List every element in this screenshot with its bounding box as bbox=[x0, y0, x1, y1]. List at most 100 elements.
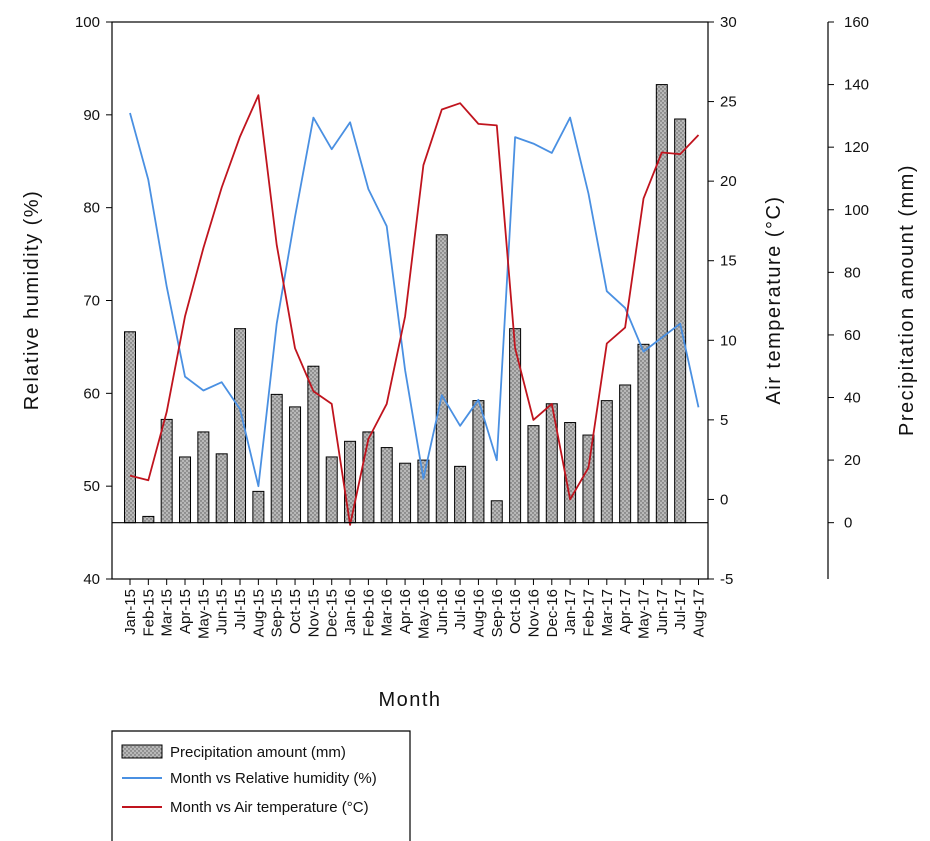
temperature-line bbox=[129, 94, 700, 526]
temperature-tick-label: 25 bbox=[720, 94, 737, 111]
month-tick-label: Mar-17 bbox=[599, 589, 616, 637]
precipitation-bar bbox=[215, 453, 228, 524]
temperature-tick-label: 30 bbox=[720, 14, 737, 31]
legend-label-precipitation: Precipitation amount (mm) bbox=[170, 744, 346, 761]
humidity-tick-label: 70 bbox=[83, 293, 100, 310]
legend-label-humidity: Month vs Relative humidity (%) bbox=[170, 770, 377, 787]
humidity-tick-label: 60 bbox=[83, 385, 100, 402]
month-tick-label: Apr-15 bbox=[177, 589, 194, 634]
humidity-tick-label: 50 bbox=[83, 478, 100, 495]
precipitation-tick-label: 40 bbox=[844, 390, 861, 407]
month-tick-label: Aug-17 bbox=[691, 589, 708, 637]
month-tick-label: Jul-17 bbox=[672, 589, 689, 630]
precipitation-bar bbox=[417, 459, 430, 524]
month-tick-label: Aug-16 bbox=[470, 589, 487, 637]
temperature-tick-label: 20 bbox=[720, 173, 737, 190]
precipitation-bar bbox=[270, 393, 283, 524]
temperature-tick-label: 0 bbox=[720, 491, 728, 508]
month-axis-ticks: Jan-15 Feb-15 Mar-15 Apr-15 May-15 Jun-15 Jul-… bbox=[122, 579, 708, 639]
precipitation-bars bbox=[124, 84, 687, 524]
precipitation-bar bbox=[619, 384, 632, 524]
precipitation-bar bbox=[197, 431, 210, 524]
precipitation-bar bbox=[527, 425, 540, 524]
legend: Precipitation amount (mm) Month vs Relat… bbox=[111, 730, 411, 841]
precipitation-tick-label: 120 bbox=[844, 139, 869, 156]
x-axis-title: Month bbox=[378, 689, 441, 711]
month-tick-label: Jul-15 bbox=[232, 589, 249, 630]
month-tick-label: Apr-17 bbox=[617, 589, 634, 634]
month-tick-label: May-17 bbox=[636, 589, 653, 639]
precipitation-bar bbox=[674, 118, 687, 524]
humidity-tick-label: 40 bbox=[83, 571, 100, 588]
month-tick-label: Mar-16 bbox=[379, 589, 396, 637]
precipitation-tick-label: 80 bbox=[844, 264, 861, 281]
legend-label-temperature: Month vs Air temperature (°C) bbox=[170, 799, 369, 816]
precipitation-bar bbox=[252, 490, 265, 524]
month-tick-label: Jan-16 bbox=[342, 589, 359, 635]
humidity-line bbox=[129, 112, 700, 488]
precipitation-tick-label: 20 bbox=[844, 452, 861, 469]
humidity-axis-ticks: 40 50 60 70 80 90 100 bbox=[75, 14, 112, 588]
month-tick-label: Dec-16 bbox=[544, 589, 561, 637]
month-tick-label: Nov-15 bbox=[305, 589, 322, 637]
line-series bbox=[129, 94, 700, 526]
precipitation-bar bbox=[637, 343, 650, 524]
legend-box bbox=[111, 730, 411, 841]
precipitation-axis-ticks: 0 20 40 60 80 100 120 140 160 bbox=[828, 14, 869, 532]
month-tick-label: May-15 bbox=[195, 589, 212, 639]
precipitation-bar bbox=[362, 431, 375, 524]
temperature-tick-label: -5 bbox=[720, 571, 733, 588]
month-tick-label: Jun-17 bbox=[654, 589, 671, 635]
precipitation-tick-label: 160 bbox=[844, 14, 869, 31]
precipitation-bar bbox=[509, 328, 522, 524]
precipitation-bar bbox=[179, 456, 192, 524]
precipitation-bar bbox=[454, 465, 467, 524]
month-tick-label: Oct-16 bbox=[507, 589, 524, 634]
precipitation-bar bbox=[325, 456, 338, 524]
temperature-tick-label: 10 bbox=[720, 332, 737, 349]
precipitation-tick-label: 100 bbox=[844, 202, 869, 219]
month-tick-label: Aug-15 bbox=[250, 589, 267, 637]
legend-swatch-precipitation bbox=[121, 744, 163, 759]
month-tick-label: Jan-15 bbox=[122, 589, 139, 635]
precipitation-bar bbox=[472, 400, 485, 524]
precipitation-bar bbox=[380, 447, 393, 524]
precipitation-bar bbox=[490, 500, 503, 524]
temperature-axis-title: Air temperature (°C) bbox=[763, 195, 785, 404]
month-tick-label: Nov-16 bbox=[525, 589, 542, 637]
month-tick-label: Jun-15 bbox=[214, 589, 231, 635]
month-tick-label: Oct-15 bbox=[287, 589, 304, 634]
precipitation-tick-label: 60 bbox=[844, 327, 861, 344]
month-tick-label: Jun-16 bbox=[434, 589, 451, 635]
precipitation-bar bbox=[289, 406, 302, 524]
temperature-axis-ticks: -5 0 5 10 15 20 25 30 bbox=[708, 14, 737, 588]
humidity-axis-title: Relative humidity (%) bbox=[21, 190, 43, 410]
precipitation-bar bbox=[399, 462, 412, 524]
humidity-tick-label: 90 bbox=[83, 107, 100, 124]
precipitation-bar bbox=[582, 434, 595, 524]
precipitation-bar bbox=[142, 515, 155, 524]
precipitation-tick-label: 140 bbox=[844, 77, 869, 94]
month-tick-label: May-16 bbox=[415, 589, 432, 639]
precipitation-bar bbox=[435, 234, 448, 524]
humidity-tick-label: 100 bbox=[75, 14, 100, 31]
temperature-tick-label: 15 bbox=[720, 253, 737, 270]
precipitation-bar bbox=[160, 418, 173, 524]
month-tick-label: Apr-16 bbox=[397, 589, 414, 634]
precipitation-axis-title: Precipitation amount (mm) bbox=[896, 164, 918, 436]
precipitation-bar bbox=[655, 84, 668, 524]
humidity-tick-label: 80 bbox=[83, 200, 100, 217]
month-tick-label: Feb-17 bbox=[581, 589, 598, 637]
month-tick-label: Jan-17 bbox=[562, 589, 579, 635]
precipitation-bar bbox=[600, 400, 613, 524]
precipitation-tick-label: 0 bbox=[844, 515, 852, 532]
month-tick-label: Feb-15 bbox=[140, 589, 157, 637]
precipitation-bar bbox=[124, 331, 136, 524]
month-tick-label: Jul-16 bbox=[452, 589, 469, 630]
precipitation-bar bbox=[564, 422, 577, 524]
month-tick-label: Sep-15 bbox=[269, 589, 286, 637]
month-tick-label: Dec-15 bbox=[324, 589, 341, 637]
month-tick-label: Mar-15 bbox=[159, 589, 176, 637]
month-tick-label: Feb-16 bbox=[360, 589, 377, 637]
